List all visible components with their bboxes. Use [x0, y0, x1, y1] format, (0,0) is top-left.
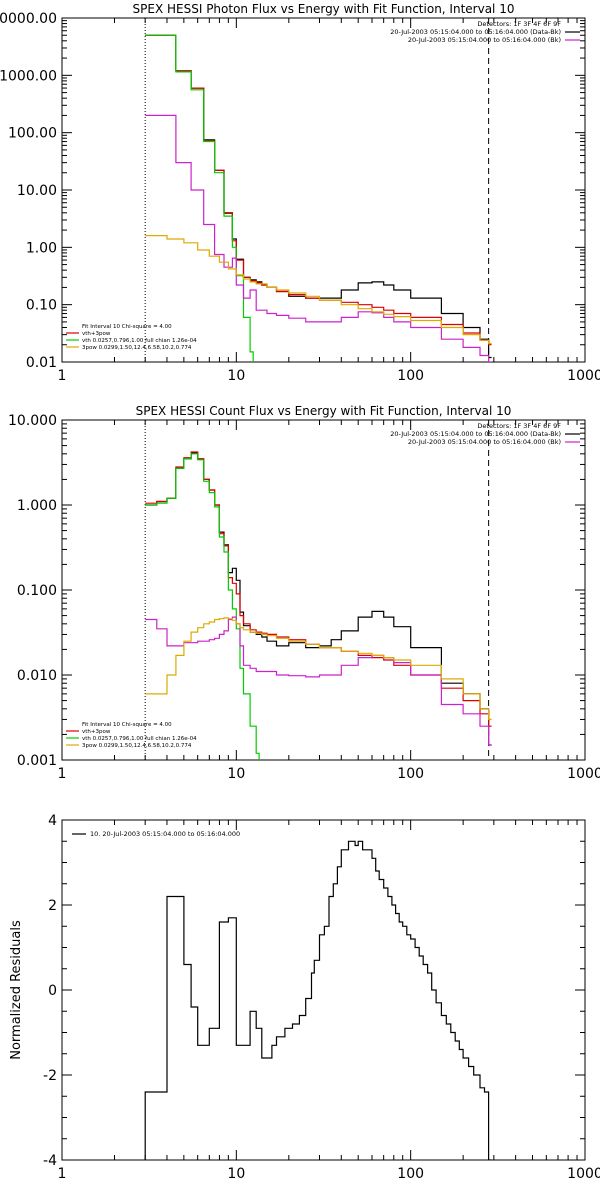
count-flux-legend-bottom-left-item: Fit Interval 10 Chi-square = 4.00 — [82, 722, 172, 728]
count-flux-y-tick-label: 0.100 — [17, 583, 57, 599]
residuals-y-axis-label: Normalized Residuals — [9, 920, 24, 1060]
photon-flux-y-tick-label: 0.10 — [26, 298, 57, 314]
count-flux-x-tick-label: 10 — [227, 766, 245, 782]
count-flux-legend-top-right-item: 20-Jul-2003 05:15:04.000 to 05:16:04.000… — [390, 430, 561, 438]
photon-flux-x-tick-label: 1000 — [567, 368, 600, 384]
photon-flux-series-0-line — [145, 34, 492, 359]
residuals-plot-frame — [61, 819, 586, 1161]
photon-flux-y-tick-label: 1000.00 — [0, 68, 57, 84]
residuals-panel: Normalized Residuals 1 10 100 1000 -4 -2 0 2 4 10… — [9, 813, 600, 1182]
count-flux-legend-bottom-left-item: 3pow 0.0299,1.50,12.4,6.58,10.2,0.774 — [82, 743, 192, 749]
count-flux-legend-top-right-item: Detectors: 1F 3F 4F 6F 9F — [477, 422, 561, 430]
residuals-series-0-line — [144, 840, 492, 1160]
residuals-x-tick-label: 10 — [227, 1166, 245, 1182]
count-flux-legend-bottom-left-item: vth+3pow — [82, 729, 111, 735]
count-flux-x-tick-label: 100 — [397, 766, 424, 782]
photon-flux-panel: SPEX HESSI Photon Flux vs Energy with Fi… — [0, 2, 600, 384]
photon-flux-x-tick-label: 100 — [397, 368, 424, 384]
photon-flux-legend-bottom-left-item: vth+3pow — [82, 331, 111, 337]
residuals-x-tick-label: 1000 — [567, 1166, 600, 1182]
residuals-y-tick-label: 2 — [48, 898, 57, 914]
count-flux-series-3-line — [145, 616, 492, 746]
count-flux-legend-top-right-item: 20-Jul-2003 05:15:04.000 to 05:16:04.000… — [408, 438, 561, 446]
photon-flux-legend-top-right-item: Detectors: 1F 3F 4F 6F 9F — [477, 20, 561, 28]
count-flux-title: SPEX HESSI Count Flux vs Energy with Fit… — [136, 404, 512, 418]
count-flux-y-tick-label: 10.000 — [8, 413, 57, 429]
count-flux-series-4-line — [145, 617, 492, 720]
photon-flux-x-tick-label: 1 — [58, 368, 67, 384]
count-flux-panel: SPEX HESSI Count Flux vs Energy with Fit… — [8, 404, 600, 782]
photon-flux-y-tick-label: 0.01 — [26, 355, 57, 371]
residuals-y-tick-label: 0 — [48, 983, 57, 999]
photon-flux-y-tick-label: 100.00 — [8, 126, 57, 142]
residuals-legend-item: 10. 20-Jul-2003 05:15:04.000 to 05:16:04… — [90, 830, 240, 838]
photon-flux-legend-bottom-left-item: 3pow 0.0299,1.50,12.4,6.58,10.2,0.774 — [82, 345, 192, 351]
count-flux-plot-frame — [61, 419, 586, 761]
photon-flux-x-tick-label: 10 — [227, 368, 245, 384]
residuals-x-tick-label: 1 — [58, 1166, 67, 1182]
count-flux-series-1-line — [145, 451, 492, 727]
residuals-x-tick-label: 100 — [397, 1166, 424, 1182]
count-flux-series-2-line — [145, 453, 260, 760]
count-flux-x-tick-label: 1000 — [567, 766, 600, 782]
residuals-y-tick-label: -4 — [43, 1153, 57, 1169]
photon-flux-y-tick-label: 10.00 — [17, 183, 57, 199]
photon-flux-series-2-line — [145, 34, 254, 362]
count-flux-legend-bottom-left-item: vth 0.0257,0.796,1.00 full chian 1.26e-0… — [82, 736, 197, 742]
photon-flux-legend-top-right-item: 20-Jul-2003 05:15:04.000 to 05:16:04.000… — [390, 28, 561, 36]
count-flux-y-tick-label: 1.000 — [17, 498, 57, 514]
photon-flux-legend-bottom-left-item: vth 0.0257,0.796,1.00 full chian 1.26e-0… — [82, 338, 197, 344]
residuals-y-tick-label: -2 — [43, 1068, 57, 1084]
photon-flux-series-4-line — [145, 235, 492, 345]
photon-flux-plot-frame — [61, 17, 586, 363]
photon-flux-title: SPEX HESSI Photon Flux vs Energy with Fi… — [133, 2, 515, 16]
photon-flux-series-3-line — [145, 114, 492, 362]
count-flux-y-tick-label: 0.010 — [17, 668, 57, 684]
residuals-y-tick-label: 4 — [48, 813, 57, 829]
photon-flux-legend-bottom-left-item: Fit Interval 10 Chi-square = 4.00 — [82, 324, 172, 330]
photon-flux-y-tick-label: 1.00 — [26, 240, 57, 256]
count-flux-series-0-line — [145, 452, 492, 746]
count-flux-x-tick-label: 1 — [58, 766, 67, 782]
count-flux-y-tick-label: 0.001 — [17, 753, 57, 769]
photon-flux-legend-top-right-item: 20-Jul-2003 05:15:04.000 to 05:16:04.000… — [408, 36, 561, 44]
